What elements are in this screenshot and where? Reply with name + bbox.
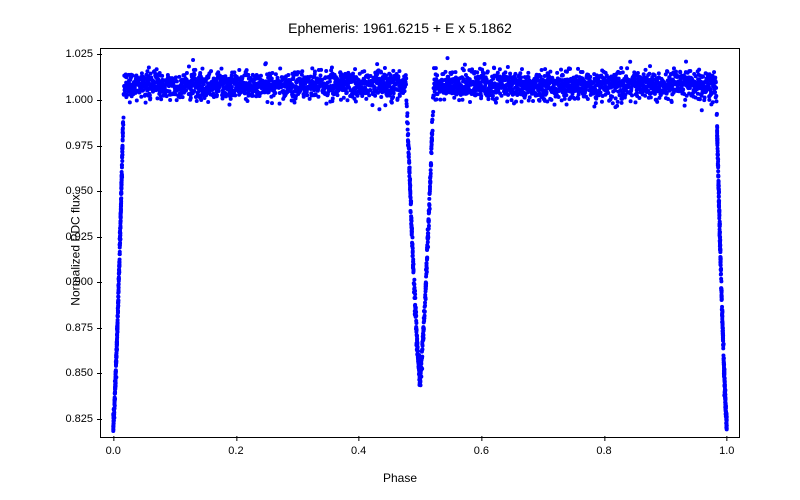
chart-container: Ephemeris: 1961.6215 + E x 5.1862 Normal… [0,0,800,500]
y-tick: 1.025 [65,48,101,60]
y-tick: 1.000 [65,94,101,106]
y-tick: 0.850 [65,367,101,379]
x-tick: 1.0 [719,437,734,457]
y-tick: 0.975 [65,140,101,152]
chart-title: Ephemeris: 1961.6215 + E x 5.1862 [0,20,800,36]
y-axis-label: Normalized PDC flux [69,194,83,305]
x-tick: 0.8 [596,437,611,457]
scatter-points [111,56,728,433]
x-tick: 0.6 [474,437,489,457]
x-tick: 0.4 [351,437,366,457]
x-axis-label: Phase [0,471,800,485]
plot-area: 0.8250.8500.8750.9000.9250.9500.9751.000… [100,48,740,438]
scatter-plot [101,49,739,437]
x-tick: 0.2 [228,437,243,457]
x-tick: 0.0 [106,437,121,457]
y-tick: 0.950 [65,185,101,197]
y-tick: 0.825 [65,413,101,425]
y-tick: 0.925 [65,231,101,243]
y-tick: 0.900 [65,276,101,288]
y-tick: 0.875 [65,322,101,334]
